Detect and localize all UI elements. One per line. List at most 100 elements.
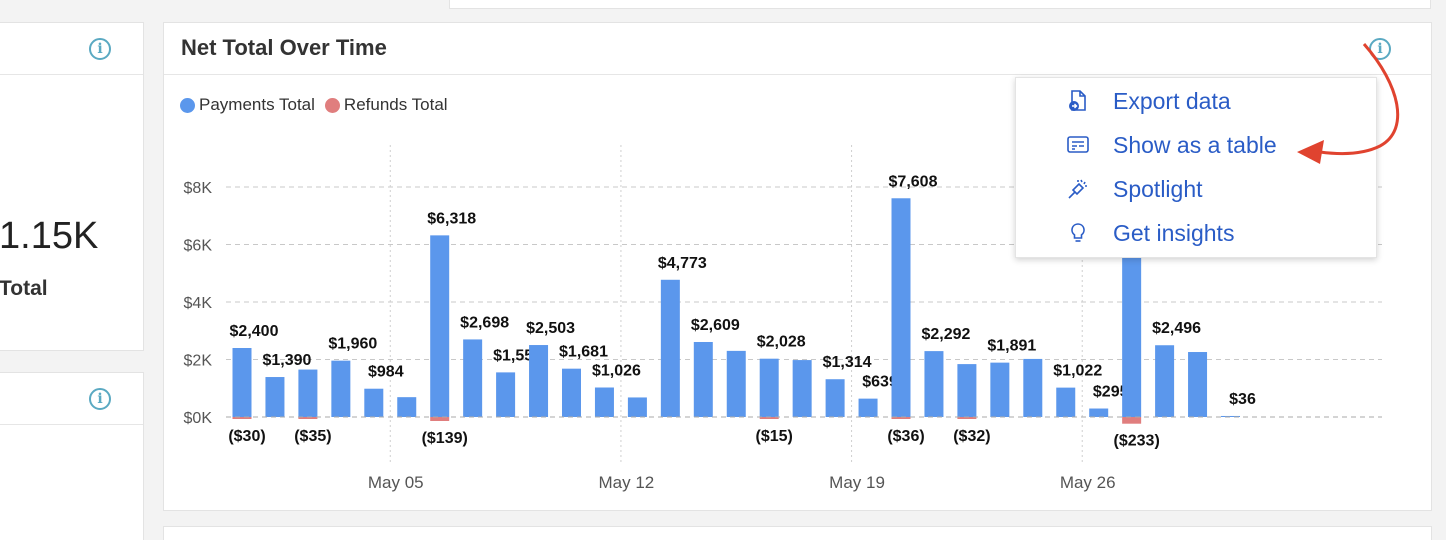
payment-bar — [232, 348, 252, 417]
payment-bar — [496, 372, 516, 417]
refund-bar — [759, 417, 779, 419]
y-tick-label: $8K — [184, 180, 213, 197]
refund-data-label: ($15) — [756, 428, 793, 445]
payment-bar — [990, 362, 1010, 417]
menu-label-spotlight: Spotlight — [1113, 175, 1203, 202]
menu-item-show-as-table[interactable]: Show as a table — [1016, 123, 1376, 167]
chart-card-header — [164, 23, 1431, 75]
refund-data-label: ($35) — [294, 428, 331, 445]
refund-data-label: ($36) — [887, 428, 924, 445]
x-tick-label: May 12 — [599, 473, 655, 492]
payment-data-label: $1,960 — [328, 336, 377, 353]
payment-bar — [792, 360, 812, 417]
payment-bar — [957, 364, 977, 417]
legend-dot-refunds — [324, 97, 340, 113]
top-strip-card — [449, 0, 1431, 9]
payment-bar — [562, 368, 581, 417]
payment-data-label: $639 — [862, 374, 898, 391]
chart-title: Net Total Over Time — [181, 35, 387, 60]
table-view-icon — [1066, 133, 1090, 157]
payment-data-label: $2,292 — [921, 326, 970, 343]
payment-data-label: $1,026 — [592, 363, 641, 380]
payment-data-label: $1,891 — [987, 338, 1036, 355]
chart-options-menu: Export data Show as a table Spotlight Ge… — [1015, 77, 1377, 258]
payment-data-label: $1,681 — [559, 344, 608, 361]
payment-bar — [660, 279, 680, 417]
refund-data-label: ($139) — [422, 430, 468, 447]
payment-bar — [364, 388, 384, 417]
payment-bar — [825, 379, 845, 417]
payment-data-label: $2,698 — [460, 314, 509, 331]
secondary-card: i — [0, 372, 144, 540]
refund-bar — [957, 417, 977, 419]
payment-data-label: $1,022 — [1053, 363, 1102, 380]
payment-bar — [529, 345, 549, 417]
payment-bar — [759, 358, 779, 417]
legend-label-refunds: Refunds Total — [343, 95, 448, 114]
kpi-card-header — [0, 23, 143, 75]
y-tick-label: $4K — [184, 295, 213, 312]
payment-bar — [627, 397, 647, 417]
payment-bar — [891, 198, 911, 417]
menu-item-spotlight[interactable]: Spotlight — [1016, 167, 1376, 211]
refund-data-label: ($30) — [228, 428, 265, 445]
payment-bar — [331, 360, 351, 417]
payment-bar — [430, 235, 450, 417]
payment-data-label: $295 — [1093, 384, 1129, 401]
refund-bar — [232, 417, 252, 419]
kpi-value: 1.15K — [0, 215, 99, 257]
kpi-label: Total — [0, 277, 48, 300]
refund-bar — [298, 417, 318, 419]
payment-bar — [1023, 358, 1043, 417]
legend-item-payments[interactable]: Payments Total — [180, 95, 315, 115]
payment-bar — [1155, 345, 1175, 417]
secondary-card-header — [0, 373, 143, 425]
payment-bar — [397, 397, 417, 417]
kpi-card: i 1.15K Total — [0, 22, 144, 351]
payment-bar — [1188, 352, 1208, 417]
x-tick-label: May 26 — [1060, 473, 1116, 492]
payment-bar — [858, 398, 878, 417]
menu-item-export-data[interactable]: Export data — [1016, 79, 1376, 123]
payment-data-label: $6,318 — [427, 210, 476, 227]
menu-item-get-insights[interactable]: Get insights — [1016, 211, 1376, 255]
chart-legend: Payments Total Refunds Total — [180, 95, 448, 115]
legend-item-refunds[interactable]: Refunds Total — [324, 95, 448, 115]
lightbulb-icon — [1066, 221, 1090, 245]
payment-bar — [1056, 387, 1076, 417]
info-icon[interactable]: i — [89, 38, 111, 60]
payment-data-label: $984 — [368, 364, 404, 381]
payment-bar — [693, 341, 713, 417]
payment-data-label: $2,609 — [691, 317, 740, 334]
y-tick-label: $2K — [184, 353, 213, 370]
payment-bar — [1221, 415, 1240, 417]
refund-bar — [430, 417, 450, 421]
refund-data-label: ($233) — [1114, 433, 1160, 450]
payment-bar — [726, 350, 746, 417]
info-icon[interactable]: i — [89, 388, 111, 410]
legend-label-payments: Payments Total — [199, 95, 315, 114]
payment-bar — [265, 377, 285, 417]
payment-data-label: $1,390 — [262, 352, 311, 369]
spotlight-icon — [1066, 177, 1090, 201]
payment-data-label: $2,496 — [1152, 320, 1201, 337]
refund-bar — [891, 417, 911, 419]
payment-data-label: $2,503 — [526, 320, 575, 337]
y-tick-label: $0K — [184, 410, 213, 427]
x-tick-label: May 05 — [368, 473, 424, 492]
menu-label-show-as-table: Show as a table — [1113, 131, 1277, 158]
payment-bar — [1089, 408, 1109, 417]
x-tick-label: May 19 — [829, 473, 885, 492]
bottom-card — [163, 526, 1432, 540]
payment-data-label: $36 — [1229, 391, 1256, 408]
refund-data-label: ($32) — [953, 428, 990, 445]
payment-bar — [463, 339, 483, 417]
menu-label-export-data: Export data — [1113, 87, 1231, 114]
payment-data-label: $7,608 — [889, 173, 938, 190]
payment-data-label: $2,400 — [230, 323, 279, 340]
payment-bar — [298, 369, 318, 417]
payment-bar — [1122, 256, 1142, 417]
y-tick-label: $6K — [184, 238, 213, 255]
menu-label-get-insights: Get insights — [1113, 219, 1235, 246]
